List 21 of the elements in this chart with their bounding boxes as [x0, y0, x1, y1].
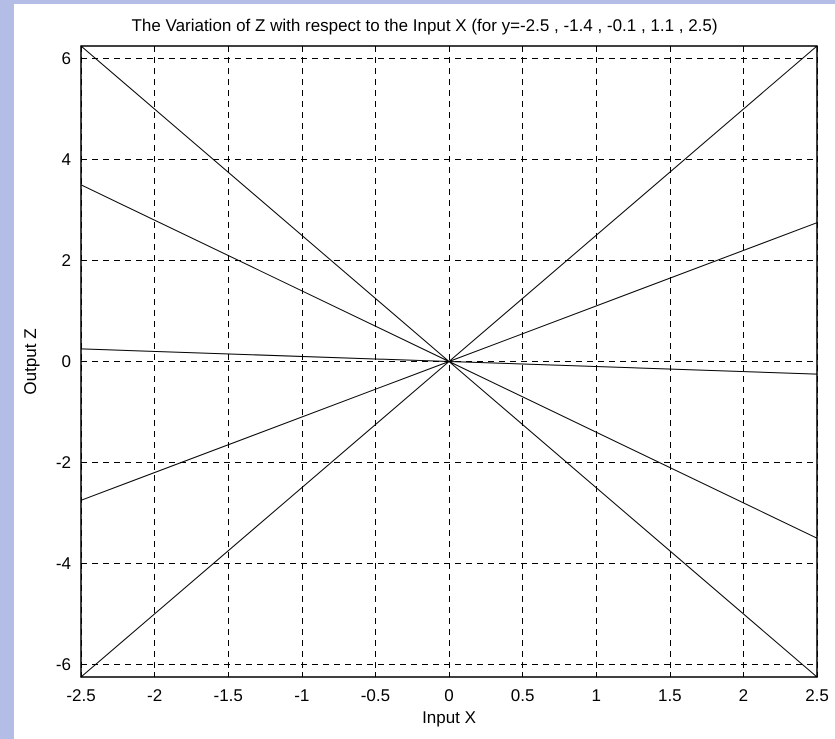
x-tick-label: 0.5: [510, 686, 534, 705]
y-tick-label: 4: [62, 150, 71, 170]
x-tick-label: 2: [738, 686, 748, 705]
y-axis-title: Output Z: [21, 328, 40, 395]
y-tick-label: -4: [56, 554, 71, 573]
y-tick-label: -2: [56, 452, 71, 472]
y-tick-label: 2: [62, 251, 71, 270]
y-tick-label: -6: [56, 654, 71, 674]
x-tick-label: 1.5: [658, 686, 682, 705]
x-tick-label: -1: [294, 686, 310, 705]
x-tick-label: -1.5: [214, 686, 243, 705]
x-tick-label: -2.5: [66, 686, 96, 705]
x-axis-title: Input X: [422, 708, 476, 727]
y-tick-label: 6: [62, 49, 71, 68]
x-tick-label: -2: [147, 686, 162, 705]
chart-title: The Variation of Z with respect to the Input X (for y=-2.5 , -1.4 , -0.1 , 1.1 , 2.5): [132, 16, 718, 35]
x-tick-label: 2.5: [805, 686, 829, 705]
x-tick-label: -0.5: [360, 686, 390, 705]
x-tick-label: 1: [591, 686, 601, 705]
y-tick-label: 0: [62, 352, 71, 371]
x-tick-label: 0: [444, 686, 454, 705]
